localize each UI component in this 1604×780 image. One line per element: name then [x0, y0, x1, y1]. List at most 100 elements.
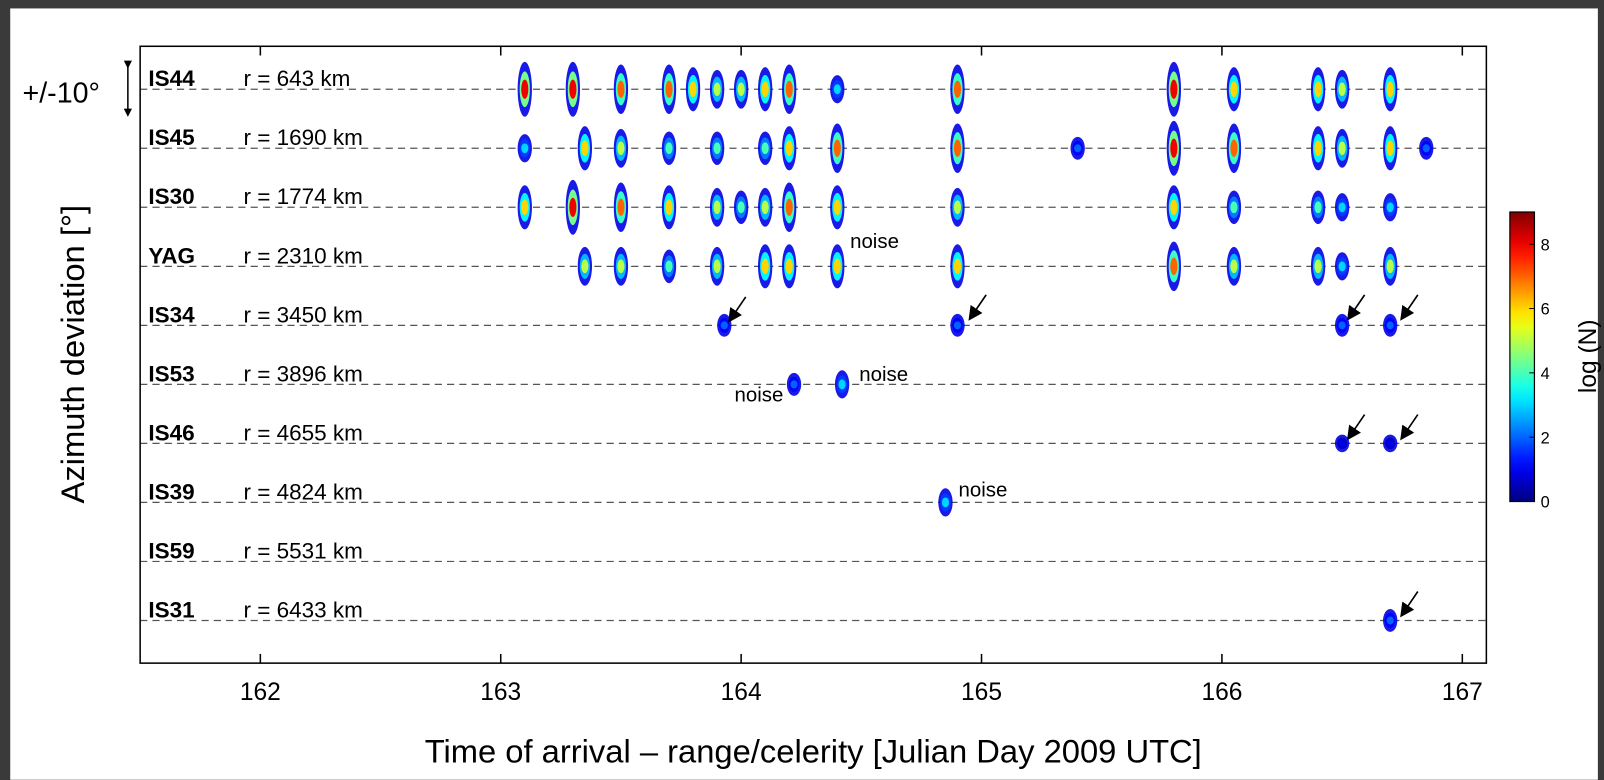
station-range: r = 643 km	[243, 66, 350, 91]
colorbar-tick-label: 8	[1541, 236, 1550, 254]
blob-core	[1387, 440, 1394, 446]
blob-core	[665, 260, 672, 272]
station-name: IS45	[148, 125, 194, 150]
colorbar-label: log (N)	[1575, 319, 1602, 393]
blob-core	[665, 81, 672, 98]
blob-core	[786, 199, 793, 216]
blob-core	[1170, 200, 1177, 215]
blob-core	[714, 200, 721, 214]
blob-core	[714, 260, 721, 274]
canvas	[10, 8, 1598, 779]
annotation: noise	[850, 230, 899, 253]
blob-core	[689, 82, 696, 97]
blob-core	[1387, 141, 1394, 156]
blob-core	[834, 84, 841, 94]
blob-core	[1170, 139, 1177, 158]
x-tick-label: 162	[240, 679, 281, 706]
blob-core	[1230, 201, 1237, 213]
colorbar-tick-label: 2	[1541, 429, 1550, 447]
blob-core	[1315, 260, 1322, 274]
blob-core	[721, 321, 728, 329]
blob-core	[1074, 144, 1081, 152]
blob-core	[786, 81, 793, 98]
blob-core	[954, 321, 961, 329]
station-range: r = 4824 km	[243, 479, 362, 504]
blob-core	[1170, 80, 1177, 99]
blob-core	[714, 142, 721, 154]
station-range: r = 3450 km	[243, 302, 362, 327]
blob-core	[521, 80, 528, 99]
blob-core	[786, 259, 793, 274]
station-name: IS46	[148, 420, 194, 445]
blob-core	[790, 380, 797, 388]
station-range: r = 2310 km	[243, 243, 362, 268]
blob-core	[942, 497, 949, 507]
station-name: IS53	[148, 361, 194, 386]
annotation: noise	[959, 478, 1008, 501]
blob-core	[1423, 144, 1430, 152]
blob-core	[1387, 321, 1394, 329]
blob-core	[762, 259, 769, 274]
blob-core	[1230, 260, 1237, 274]
station-range: r = 1774 km	[243, 184, 362, 209]
blob-core	[665, 200, 672, 215]
x-tick-label: 167	[1442, 679, 1483, 706]
blob-core	[834, 140, 841, 157]
blob-core	[581, 141, 588, 156]
station-range: r = 3896 km	[243, 361, 362, 386]
station-range: r = 4655 km	[243, 420, 362, 445]
blob-core	[1339, 321, 1346, 329]
blob-core	[1230, 140, 1237, 157]
x-tick-label: 164	[721, 679, 762, 706]
blob-core	[738, 82, 745, 96]
blob-core	[762, 82, 769, 97]
blob-core	[834, 259, 841, 274]
x-axis-label: Time of arrival – range/celerity [Julian…	[425, 732, 1202, 769]
station-name: IS39	[148, 479, 194, 504]
station-name: IS31	[148, 597, 194, 622]
page: 162163164165166167IS44r = 643 kmIS45r = …	[0, 0, 1604, 780]
blob-core	[738, 201, 745, 213]
station-name: YAG	[148, 243, 195, 268]
colorbar-tick-label: 6	[1541, 301, 1550, 319]
station-name: IS59	[148, 538, 194, 563]
blob-core	[1339, 261, 1346, 271]
blob-core	[1230, 82, 1237, 97]
blob-core	[1315, 141, 1322, 156]
blob-core	[1339, 141, 1346, 155]
blob-core	[665, 142, 672, 154]
blob-core	[1387, 260, 1394, 274]
colorbar-tick-label: 4	[1541, 365, 1550, 383]
colorbar-tick-label: 0	[1541, 494, 1550, 512]
station-range: r = 6433 km	[243, 597, 362, 622]
blob-core	[617, 199, 624, 216]
blob-core	[839, 379, 846, 389]
blob-core	[762, 200, 769, 214]
blob-core	[954, 81, 961, 98]
blob-core	[569, 198, 576, 217]
blob-core	[1387, 202, 1394, 212]
blob-core	[521, 143, 528, 153]
x-tick-label: 165	[961, 679, 1002, 706]
station-name: IS30	[148, 184, 194, 209]
blob-core	[954, 140, 961, 157]
blob-core	[617, 81, 624, 98]
blob-core	[1387, 616, 1394, 624]
blob-core	[714, 82, 721, 96]
blob-core	[521, 200, 528, 215]
blob-core	[617, 141, 624, 155]
blob-core	[1339, 82, 1346, 96]
blob-core	[786, 141, 793, 156]
station-range: r = 1690 km	[243, 125, 362, 150]
blob-core	[954, 259, 961, 274]
colorbar	[1510, 212, 1535, 501]
blob-core	[1170, 258, 1177, 275]
blob-core	[834, 200, 841, 215]
blob-core	[1315, 82, 1322, 97]
station-name: IS44	[148, 66, 195, 91]
blob-core	[617, 260, 624, 274]
blob-core	[1339, 202, 1346, 212]
y-axis-label: Azimuth deviation [°]	[54, 205, 91, 504]
annotation: noise	[859, 363, 908, 386]
blob-core	[1339, 440, 1346, 446]
